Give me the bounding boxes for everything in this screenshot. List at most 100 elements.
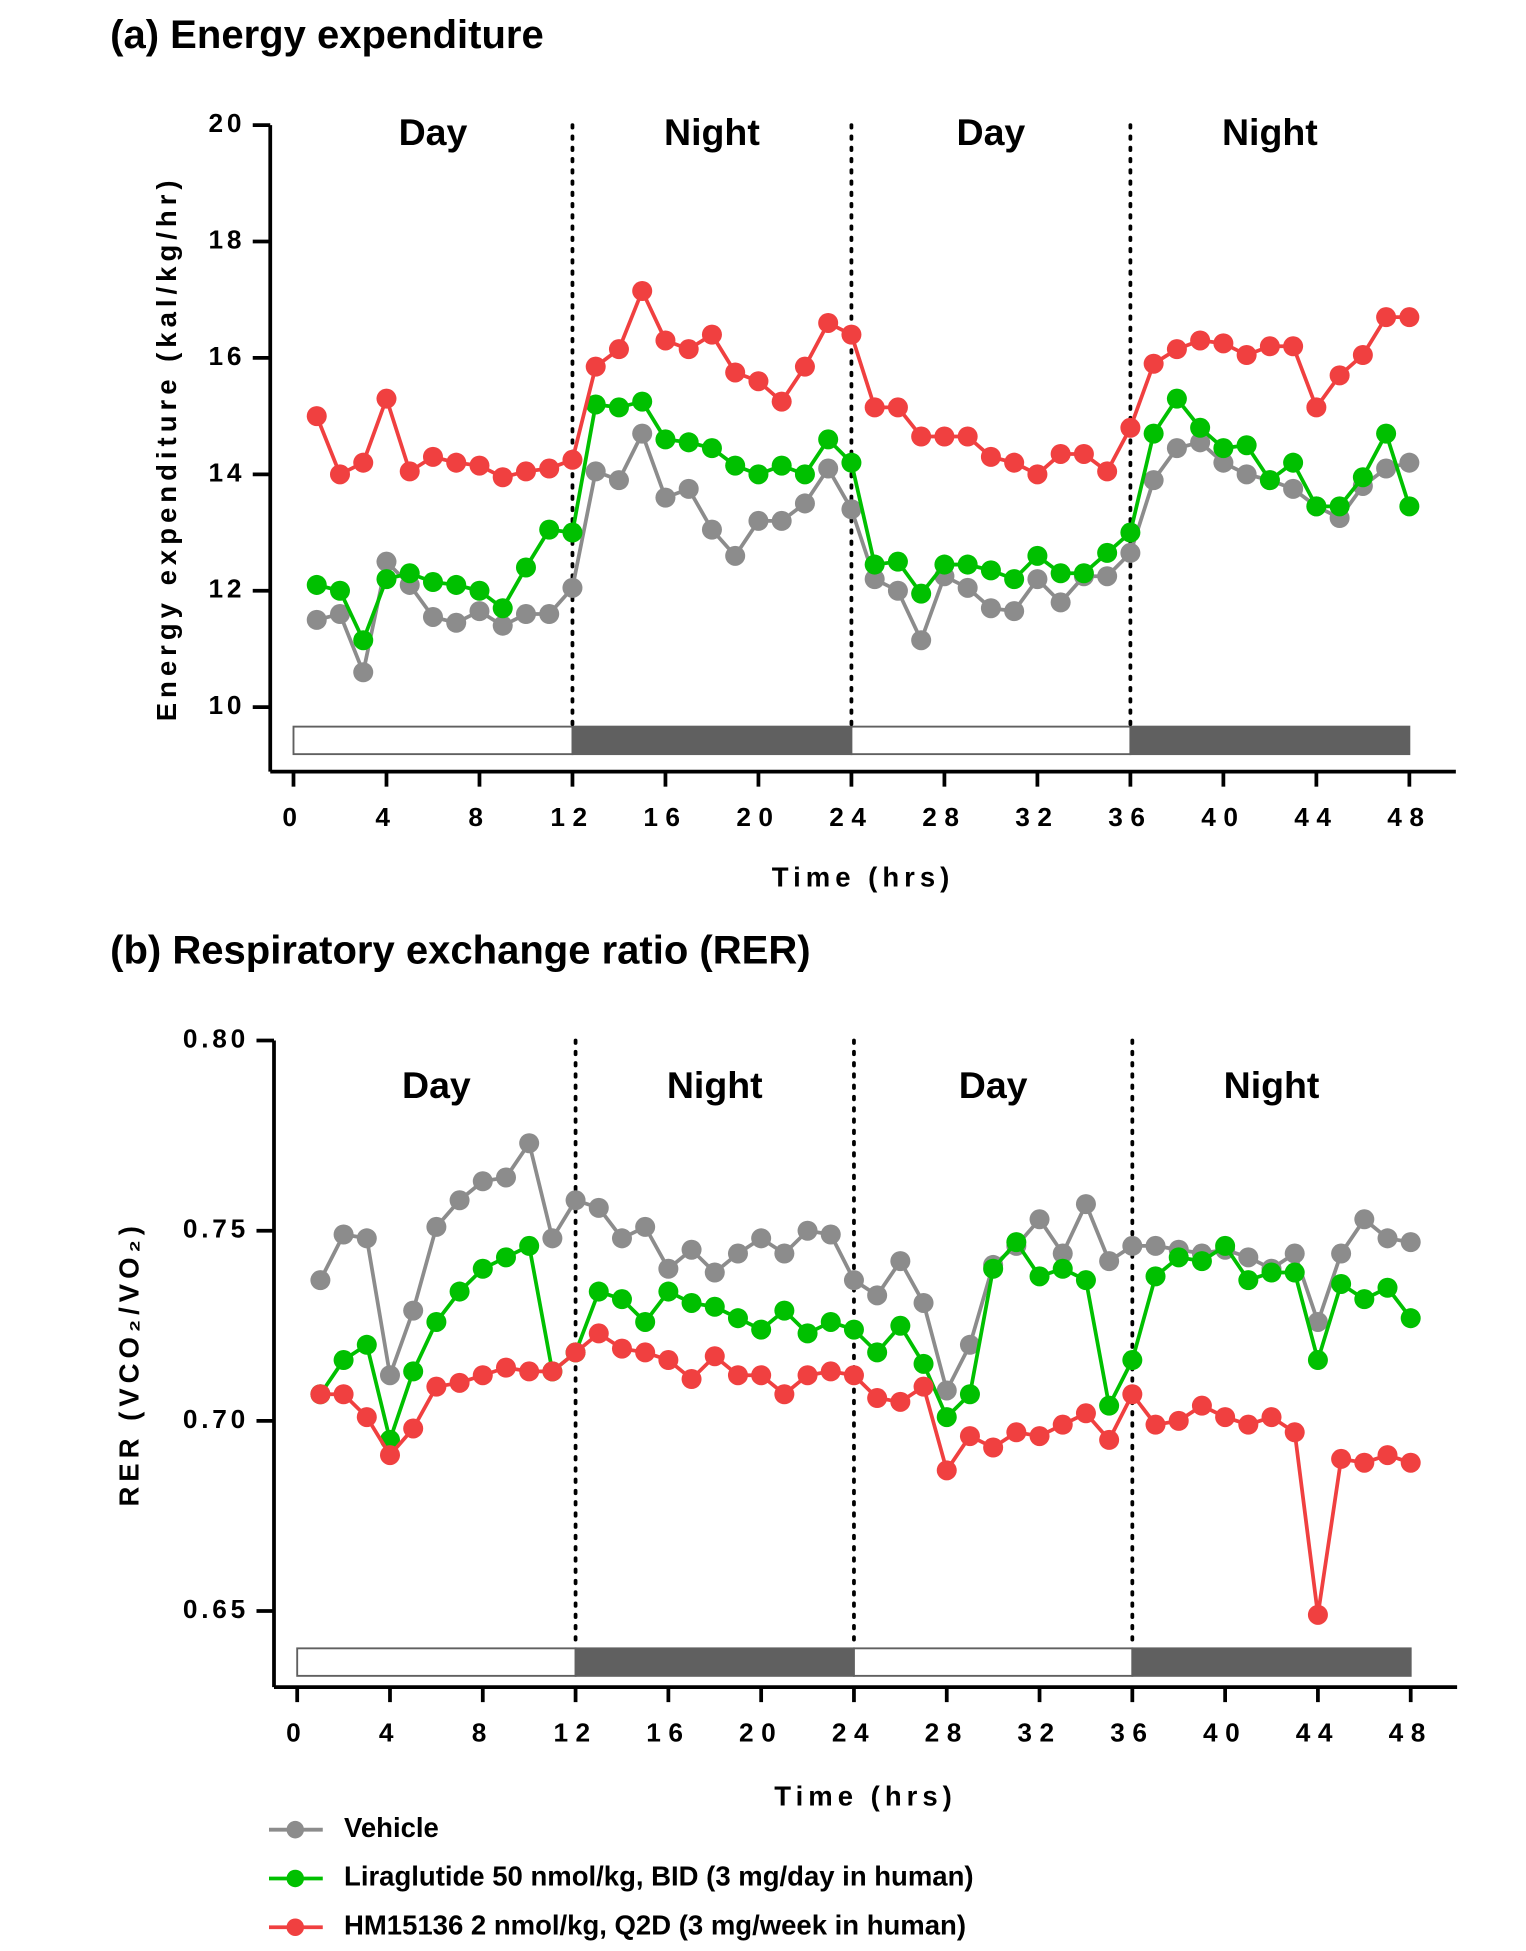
data-point — [356, 1228, 377, 1249]
y-tick-label: 0.65 — [183, 1594, 249, 1624]
data-point — [515, 461, 536, 482]
data-point — [936, 1380, 957, 1401]
data-point — [1027, 464, 1048, 485]
data-point — [727, 1243, 748, 1264]
data-point — [1050, 443, 1071, 464]
data-point — [936, 1407, 957, 1428]
y-tick-label: 0.80 — [183, 1023, 249, 1053]
data-point — [1166, 438, 1187, 459]
data-point — [913, 1353, 934, 1374]
data-point — [864, 554, 885, 575]
data-point — [1166, 339, 1187, 360]
data-point — [446, 452, 467, 473]
data-point — [1168, 1410, 1189, 1431]
data-point — [771, 391, 792, 412]
data-point — [608, 470, 629, 491]
data-point — [585, 394, 606, 415]
data-point — [751, 1319, 772, 1340]
y-tick-label: 0.75 — [183, 1214, 249, 1244]
x-tick-label: 4 — [379, 1718, 401, 1748]
data-point — [843, 1270, 864, 1291]
data-point — [353, 452, 374, 473]
data-point — [678, 432, 699, 453]
data-point — [422, 606, 443, 627]
data-point — [771, 455, 792, 476]
data-point — [794, 356, 815, 377]
data-point — [1029, 1266, 1050, 1287]
data-point — [1331, 1273, 1352, 1294]
data-point — [353, 630, 374, 651]
data-point — [794, 493, 815, 514]
data-point — [376, 569, 397, 590]
data-point — [329, 604, 350, 625]
data-point — [820, 1311, 841, 1332]
data-point — [1099, 1251, 1120, 1272]
data-point — [1259, 470, 1280, 491]
data-point — [936, 1460, 957, 1481]
data-point — [1145, 1266, 1166, 1287]
data-point — [655, 487, 676, 508]
phase-bar — [571, 725, 853, 756]
data-point — [495, 1167, 516, 1188]
data-point — [751, 1365, 772, 1386]
data-point — [1352, 467, 1373, 488]
data-point — [911, 583, 932, 604]
data-point — [1284, 1422, 1305, 1443]
data-point — [1190, 330, 1211, 351]
data-point — [562, 522, 583, 543]
x-tick-label: 8 — [472, 1718, 494, 1748]
data-point — [658, 1258, 679, 1279]
data-point — [1399, 307, 1420, 328]
data-point — [1306, 397, 1327, 418]
data-point — [1400, 1452, 1421, 1473]
data-point — [519, 1235, 540, 1256]
legend-marker — [286, 1869, 305, 1888]
data-point — [1097, 542, 1118, 563]
data-point — [1376, 423, 1397, 444]
legend-label: Liraglutide 50 nmol/kg, BID (3 mg/day in… — [344, 1861, 974, 1892]
data-point — [449, 1281, 470, 1302]
x-tick-label: 24 — [832, 1718, 876, 1748]
period-label: Day — [959, 1064, 1028, 1106]
data-point — [748, 371, 769, 392]
data-point — [426, 1216, 447, 1237]
phase-bar — [1131, 1647, 1412, 1677]
data-point — [1236, 435, 1257, 456]
x-tick-label: 32 — [1017, 1718, 1061, 1748]
phase-bar — [853, 1647, 1134, 1677]
data-point — [333, 1350, 354, 1371]
data-point — [565, 1190, 586, 1211]
data-point — [1143, 353, 1164, 374]
data-point — [980, 446, 1001, 467]
data-point — [1376, 458, 1397, 479]
data-point — [1283, 452, 1304, 473]
data-point — [1052, 1258, 1073, 1279]
data-point — [492, 598, 513, 619]
data-point — [333, 1384, 354, 1405]
data-point — [1283, 336, 1304, 357]
data-point — [1352, 344, 1373, 366]
data-point — [469, 601, 490, 622]
data-point — [658, 1350, 679, 1371]
data-point — [771, 510, 792, 531]
x-axis-title: Time (hrs) — [774, 1781, 956, 1812]
data-point — [751, 1228, 772, 1249]
data-point — [469, 580, 490, 601]
data-point — [887, 551, 908, 572]
data-point — [704, 1262, 725, 1283]
data-point — [1168, 1247, 1189, 1268]
data-point — [449, 1190, 470, 1211]
data-point — [1213, 438, 1234, 459]
period-label: Day — [402, 1064, 471, 1106]
data-point — [1027, 569, 1048, 590]
data-point — [1354, 1452, 1375, 1473]
data-point — [1377, 1277, 1398, 1298]
x-tick-label: 0 — [282, 802, 304, 832]
data-point — [472, 1171, 493, 1192]
data-point — [306, 609, 327, 630]
data-point — [1307, 1350, 1328, 1371]
data-point — [1238, 1270, 1259, 1291]
data-point — [681, 1292, 702, 1313]
period-label: Day — [957, 111, 1026, 153]
data-point — [701, 438, 722, 459]
